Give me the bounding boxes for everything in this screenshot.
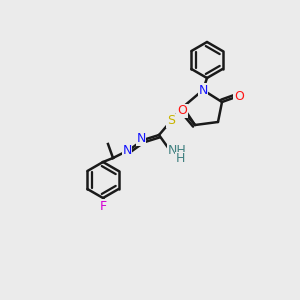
Text: O: O [177,104,187,118]
Text: S: S [167,115,175,128]
Text: N: N [122,143,132,157]
Text: F: F [99,200,106,212]
Text: H: H [175,152,185,166]
Text: N: N [198,83,208,97]
Text: O: O [234,91,244,103]
Text: N: N [136,133,146,146]
Text: NH: NH [168,145,186,158]
